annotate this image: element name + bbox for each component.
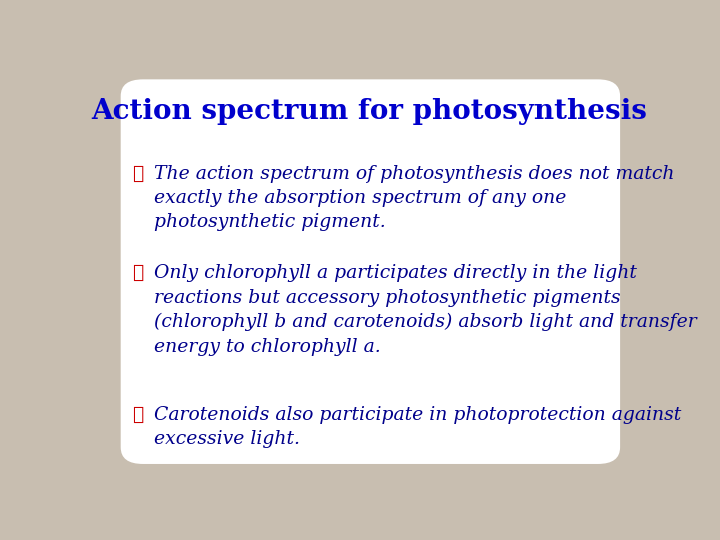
FancyBboxPatch shape	[121, 79, 620, 464]
Text: Carotenoids also participate in photoprotection against
excessive light.: Carotenoids also participate in photopro…	[154, 406, 681, 448]
Text: ❖: ❖	[132, 265, 143, 282]
Text: ❖: ❖	[132, 165, 143, 183]
Text: ❖: ❖	[132, 406, 143, 424]
Text: Action spectrum for photosynthesis: Action spectrum for photosynthesis	[91, 98, 647, 125]
Text: The action spectrum of photosynthesis does not match
exactly the absorption spec: The action spectrum of photosynthesis do…	[154, 165, 675, 231]
Text: Only chlorophyll a participates directly in the light
reactions but accessory ph: Only chlorophyll a participates directly…	[154, 265, 697, 356]
